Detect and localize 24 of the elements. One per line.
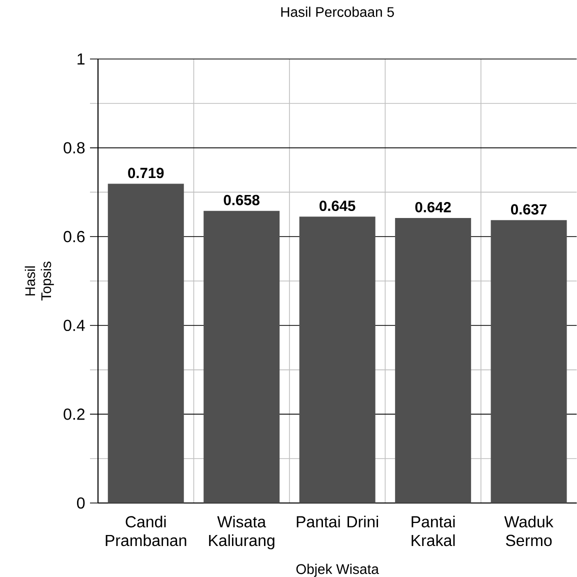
x-tick-label: Waduk Sermo xyxy=(504,516,554,546)
bar xyxy=(395,218,472,504)
y-tick-label: 0.8 xyxy=(64,142,85,154)
y-tick-label: 1 xyxy=(78,54,85,64)
x-tick-label: Pantai Drini xyxy=(296,516,378,528)
x-tick-label: Wisata Kaliurang xyxy=(209,516,274,550)
bar xyxy=(490,220,567,504)
y-tick-label: 0.4 xyxy=(64,320,85,332)
chart-title: Hasil Percobaan 5 xyxy=(281,6,394,17)
y-tick-label: 0.2 xyxy=(64,408,84,420)
data-label: 0.645 xyxy=(320,200,356,212)
y-axis-title: Hasil Topsis xyxy=(24,262,54,301)
data-label: 0.637 xyxy=(511,204,546,215)
x-tick-label: Candi Prambanan xyxy=(106,516,186,546)
bar xyxy=(299,216,376,504)
x-axis-title: Objek Wisata xyxy=(296,564,379,577)
x-tick-label: Pantai Krakal xyxy=(412,516,455,546)
data-label: 0.658 xyxy=(224,194,260,206)
y-tick-label: 0 xyxy=(77,497,85,509)
data-label: 0.719 xyxy=(128,168,164,178)
bar xyxy=(108,184,184,504)
bar xyxy=(204,210,280,504)
data-label: 0.642 xyxy=(415,202,451,212)
y-tick-label: 0.6 xyxy=(64,230,85,242)
